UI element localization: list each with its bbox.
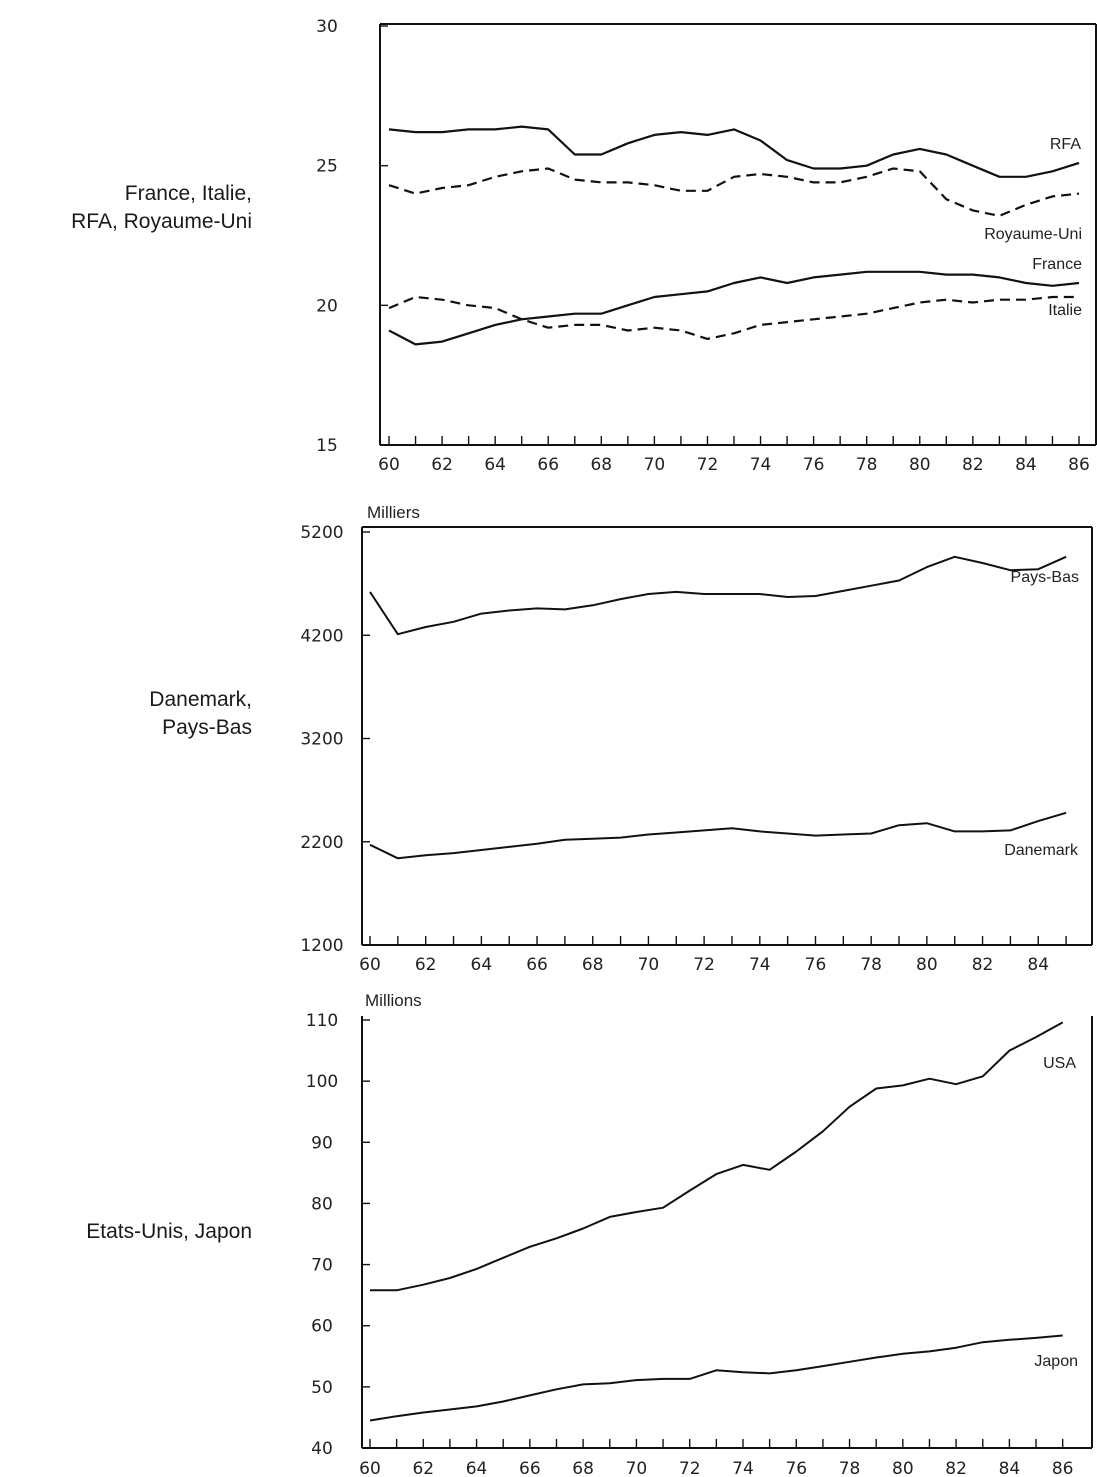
x-tick-label: 72 bbox=[679, 1459, 701, 1477]
x-tick-label: 76 bbox=[803, 455, 825, 475]
x-tick-label: 78 bbox=[839, 1459, 861, 1477]
x-tick-label: 82 bbox=[972, 955, 994, 975]
x-tick-label: 68 bbox=[572, 1459, 594, 1477]
y-tick-label: 25 bbox=[316, 157, 338, 177]
y-tick-label: 3200 bbox=[300, 730, 343, 750]
x-tick-label: 76 bbox=[805, 955, 827, 975]
y-tick-label: 5200 bbox=[300, 523, 343, 543]
y-tick-label: 30 bbox=[316, 17, 338, 37]
y-tick-label: 80 bbox=[311, 1194, 333, 1214]
x-tick-label: 60 bbox=[359, 1459, 381, 1477]
series-label-italie: Italie bbox=[1048, 302, 1082, 319]
x-tick-label: 78 bbox=[856, 455, 878, 475]
x-tick-label: 60 bbox=[359, 955, 381, 975]
y-tick-label: 2200 bbox=[300, 833, 343, 853]
row-label-line: Danemark, bbox=[149, 688, 252, 711]
row-label-line: RFA, Royaume-Uni bbox=[71, 210, 252, 233]
y-tick-label: 1200 bbox=[300, 936, 343, 956]
unit-label: Milliers bbox=[367, 503, 420, 522]
y-tick-label: 100 bbox=[306, 1072, 338, 1092]
y-tick-label: 15 bbox=[316, 436, 338, 456]
x-tick-label: 72 bbox=[697, 455, 719, 475]
row-label-line: France, Italie, bbox=[124, 182, 252, 205]
x-tick-label: 84 bbox=[999, 1459, 1021, 1477]
x-tick-label: 80 bbox=[916, 955, 938, 975]
x-tick-label: 86 bbox=[1052, 1459, 1074, 1477]
series-label-japon: Japon bbox=[1034, 1353, 1078, 1370]
x-tick-label: 70 bbox=[626, 1459, 648, 1477]
x-tick-label: 84 bbox=[1015, 455, 1037, 475]
series-label-usa: USA bbox=[1043, 1055, 1076, 1072]
series-line-royaume-uni bbox=[388, 167, 1080, 217]
x-tick-label: 68 bbox=[582, 955, 604, 975]
x-tick-label: 60 bbox=[378, 455, 400, 475]
chart-3: 60 62 64 66 68 70 72 74 76 78 80 82 84 86 40 50 60 70 80 90… bbox=[306, 991, 1093, 1477]
series-line-usa bbox=[370, 1021, 1064, 1292]
x-tick-label: 70 bbox=[638, 955, 660, 975]
x-tick-label: 62 bbox=[412, 1459, 434, 1477]
x-tick-label: 80 bbox=[892, 1459, 914, 1477]
series-line-japon bbox=[369, 1334, 1063, 1422]
x-tick-label: 74 bbox=[749, 955, 771, 975]
x-tick-label: 66 bbox=[537, 455, 559, 475]
x-tick-label: 64 bbox=[484, 455, 506, 475]
x-tick-label: 64 bbox=[471, 955, 493, 975]
y-tick-label: 60 bbox=[311, 1317, 333, 1337]
series-label-france: France bbox=[1032, 256, 1082, 273]
row-label-danemark-paysbas: Danemark, Pays-Bas bbox=[149, 686, 252, 742]
x-tick-label: 86 bbox=[1068, 455, 1090, 475]
y-tick-label: 40 bbox=[311, 1439, 333, 1459]
y-tick-label: 4200 bbox=[300, 626, 343, 646]
x-tick-label: 70 bbox=[644, 455, 666, 475]
series-label-royaume-uni: Royaume-Uni bbox=[984, 226, 1082, 243]
series-line-pays-bas bbox=[369, 555, 1067, 636]
row-label-line: Pays-Bas bbox=[162, 716, 252, 739]
x-tick-label: 64 bbox=[466, 1459, 488, 1477]
y-tick-label: 50 bbox=[311, 1378, 333, 1398]
unit-label: Millions bbox=[365, 991, 422, 1010]
row-label-usa-japon: Etats-Unis, Japon bbox=[86, 1218, 252, 1246]
x-tick-label: 68 bbox=[590, 455, 612, 475]
series-line-italie bbox=[388, 295, 1079, 340]
series-line-danemark bbox=[369, 811, 1067, 860]
y-tick-label: 70 bbox=[311, 1256, 333, 1276]
x-tick-label: 72 bbox=[693, 955, 715, 975]
x-tick-label: 62 bbox=[431, 455, 453, 475]
x-tick-label: 84 bbox=[1027, 955, 1049, 975]
y-tick-label: 90 bbox=[311, 1133, 333, 1153]
series-line-france bbox=[388, 270, 1080, 346]
row-label-line: Etats-Unis, Japon bbox=[86, 1220, 252, 1243]
x-tick-label: 66 bbox=[519, 1459, 541, 1477]
x-tick-label: 74 bbox=[750, 455, 772, 475]
x-tick-label: 76 bbox=[785, 1459, 807, 1477]
series-label-pays-bas: Pays-Bas bbox=[1011, 569, 1079, 586]
x-tick-label: 78 bbox=[860, 955, 882, 975]
x-tick-label: 62 bbox=[415, 955, 437, 975]
x-tick-label: 74 bbox=[732, 1459, 754, 1477]
x-tick-label: 80 bbox=[909, 455, 931, 475]
x-tick-label: 82 bbox=[962, 455, 984, 475]
row-label-europe: France, Italie, RFA, Royaume-Uni bbox=[71, 180, 252, 236]
y-tick-label: 20 bbox=[316, 296, 338, 316]
chart-2: 60 62 64 66 68 70 72 74 76 78 80 82 84 1200 2200 3200 42… bbox=[300, 503, 1093, 975]
series-label-rfa: RFA bbox=[1050, 136, 1081, 153]
x-tick-label: 82 bbox=[945, 1459, 967, 1477]
y-tick-label: 110 bbox=[306, 1011, 338, 1031]
series-line-rfa bbox=[388, 125, 1080, 178]
series-label-danemark: Danemark bbox=[1004, 842, 1079, 859]
chart-1: 60 62 64 66 68 70 72 74 76 78 80 82 84 86 15 20 25 30 RFA R… bbox=[316, 17, 1097, 475]
x-tick-label: 66 bbox=[526, 955, 548, 975]
